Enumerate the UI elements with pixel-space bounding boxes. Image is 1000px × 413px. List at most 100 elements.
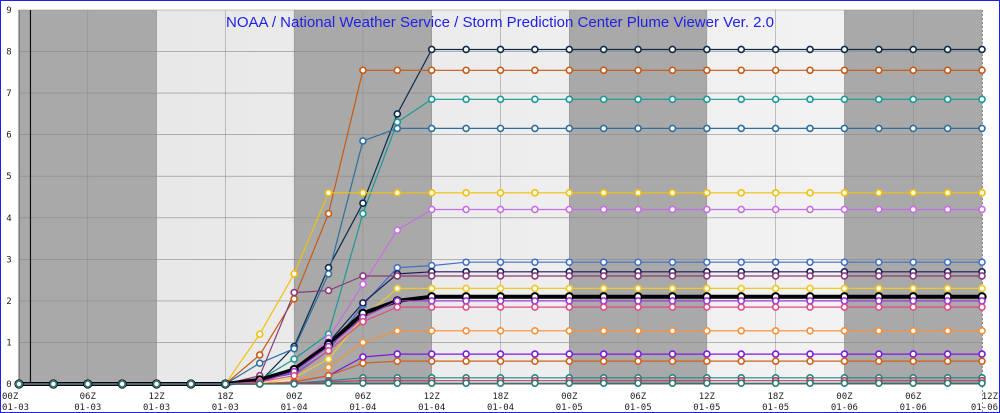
series-1-point <box>771 45 780 54</box>
series-12-point <box>668 297 677 305</box>
series-3-point <box>599 95 608 104</box>
series-1-point <box>359 199 367 208</box>
series-7-point <box>943 258 952 267</box>
x-tick-label-date: 01-04 <box>418 403 445 413</box>
series-13-point <box>599 303 608 311</box>
x-tick-label-date: 01-06 <box>831 403 858 413</box>
series-16-point <box>737 357 746 365</box>
series-3-point <box>531 95 539 104</box>
series-2-point <box>496 66 505 75</box>
series-6-point <box>875 205 883 214</box>
series-9-point <box>703 272 711 280</box>
series-19-point <box>703 379 711 387</box>
series-16-point <box>978 357 986 365</box>
series-14-point <box>359 338 367 347</box>
series-10-point <box>737 284 746 293</box>
series-2-point <box>531 66 539 75</box>
series-16-point <box>531 357 539 365</box>
series-4-point <box>771 124 780 133</box>
series-19-point <box>15 380 23 388</box>
series-10-point <box>427 284 436 293</box>
series-1-point <box>840 45 849 54</box>
series-6-point <box>737 205 746 214</box>
series-3-point <box>909 95 918 104</box>
series-16-point <box>875 357 883 365</box>
series-8-point <box>359 299 367 307</box>
series-16-point <box>462 357 470 365</box>
series-4-point <box>255 359 264 368</box>
series-2-point <box>806 66 814 75</box>
x-tick-label-date: 01-06 <box>900 403 927 413</box>
series-7-point <box>668 258 677 267</box>
series-19-point <box>462 379 470 387</box>
series-16-point <box>840 357 849 365</box>
series-3-point <box>496 95 505 104</box>
series-3-point <box>359 209 367 218</box>
series-5-point <box>290 270 298 278</box>
series-7-point <box>840 258 849 267</box>
series-3-point <box>668 95 677 104</box>
series-4-point <box>978 124 986 133</box>
series-13-point <box>943 303 952 311</box>
series-14-point <box>324 363 333 372</box>
series-13-point <box>496 303 505 311</box>
series-19-point <box>531 379 539 387</box>
series-6-point <box>565 205 574 214</box>
series-5-point <box>496 189 505 197</box>
series-10-point <box>771 284 780 293</box>
series-9-point <box>599 272 608 280</box>
series-9-point <box>737 272 746 280</box>
series-3-point <box>427 95 436 104</box>
series-1-point <box>393 110 402 118</box>
y-tick-label: 4 <box>6 214 11 224</box>
series-4-point <box>496 124 505 133</box>
series-9-point <box>565 272 574 280</box>
series-4-point <box>943 124 952 133</box>
y-tick-label: 1 <box>6 338 11 348</box>
series-10-point <box>806 284 814 293</box>
series-1-point <box>496 45 505 54</box>
series-7-point <box>531 258 539 267</box>
y-tick-label: 6 <box>6 131 11 141</box>
series-7-point <box>496 258 505 267</box>
series-5-point <box>565 189 574 197</box>
series-2-point <box>290 295 298 303</box>
series-5-point <box>427 189 436 197</box>
series-15-point <box>806 350 814 358</box>
series-19-point <box>668 379 677 387</box>
series-19-point <box>634 379 642 387</box>
series-4-point <box>668 124 677 133</box>
series-2-point <box>978 66 986 75</box>
series-9-point <box>531 272 539 280</box>
series-6-point <box>771 205 780 214</box>
series-12-point <box>771 297 780 305</box>
series-5-point <box>943 189 952 197</box>
series-5-point <box>359 189 367 197</box>
series-7-point <box>427 261 436 270</box>
series-3-point <box>703 95 711 104</box>
series-15-point <box>668 350 677 358</box>
series-14-point <box>771 327 780 335</box>
series-6-point <box>393 226 402 235</box>
series-5-point <box>875 189 883 197</box>
series-13-point <box>290 371 298 380</box>
series-3-point <box>943 95 952 104</box>
series-13-point <box>565 303 574 311</box>
series-9-point <box>840 272 849 280</box>
series-2-point <box>703 66 711 75</box>
series-9-point <box>634 272 642 280</box>
y-axis-ticks: 0 1 2 3 4 5 6 7 8 9 <box>6 6 11 390</box>
series-6-point <box>840 205 849 214</box>
series-9-point <box>462 272 470 280</box>
series-7-point <box>634 258 642 267</box>
y-tick-label: 9 <box>6 6 11 16</box>
series-1-point <box>806 45 814 54</box>
series-10-point <box>703 284 711 293</box>
x-tick-label-time: 06Z <box>905 392 922 402</box>
series-1-point <box>737 45 746 54</box>
series-16-point <box>393 357 402 365</box>
series-5-point <box>806 189 814 197</box>
series-19-point <box>49 380 58 388</box>
series-14-point <box>978 327 986 335</box>
series-9-point <box>290 288 298 297</box>
